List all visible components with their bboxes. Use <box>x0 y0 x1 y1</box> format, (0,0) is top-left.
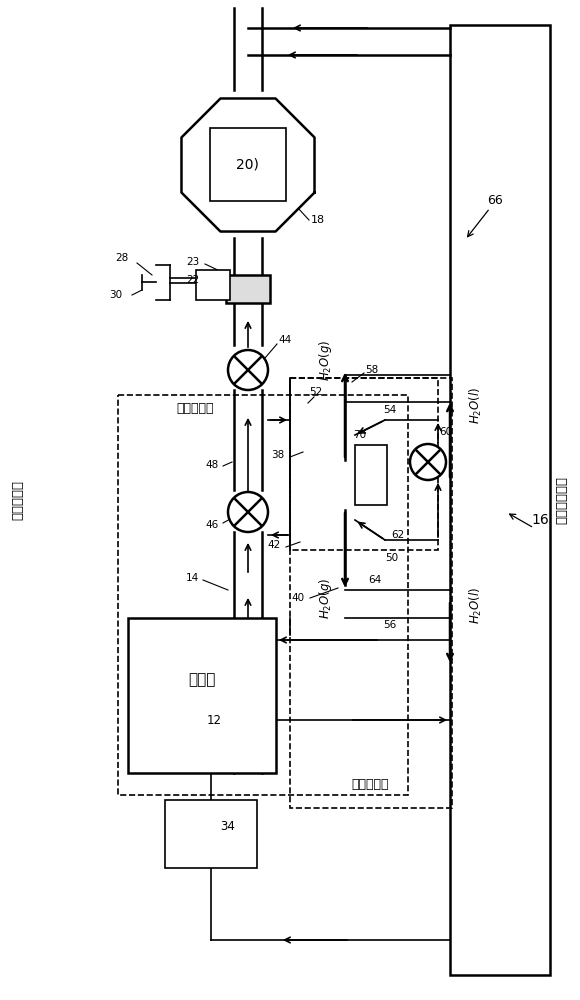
Text: $H_2O(l)$: $H_2O(l)$ <box>468 586 484 624</box>
Bar <box>118 395 408 795</box>
Text: 42: 42 <box>267 540 281 550</box>
Text: 62: 62 <box>392 530 405 540</box>
Text: $H_2O(g)$: $H_2O(g)$ <box>317 577 335 619</box>
Circle shape <box>228 350 268 390</box>
Text: 48: 48 <box>205 460 219 470</box>
Bar <box>226 275 270 303</box>
Bar <box>290 378 438 550</box>
Text: 18: 18 <box>311 215 325 225</box>
Text: 16: 16 <box>531 513 549 527</box>
Polygon shape <box>182 98 314 232</box>
Text: 38: 38 <box>271 450 285 460</box>
Text: 20): 20) <box>235 158 259 172</box>
Text: 发动机: 发动机 <box>188 672 216 688</box>
Bar <box>165 800 257 868</box>
Text: 34: 34 <box>220 820 235 834</box>
Bar <box>450 25 550 975</box>
Text: 46: 46 <box>205 520 219 530</box>
Bar <box>128 618 276 773</box>
Text: 66: 66 <box>487 194 503 207</box>
Text: 30: 30 <box>110 290 122 300</box>
Bar <box>290 378 452 808</box>
Text: $H_2O(g)$: $H_2O(g)$ <box>317 339 335 381</box>
Text: 排气阀控制: 排气阀控制 <box>12 480 24 520</box>
Text: 12: 12 <box>206 714 222 726</box>
Text: 进气阀控制: 进气阀控制 <box>176 401 214 414</box>
Text: 44: 44 <box>278 335 292 345</box>
Text: 54: 54 <box>383 405 397 415</box>
Text: 52: 52 <box>309 387 322 397</box>
Text: 23: 23 <box>186 257 200 267</box>
Text: 64: 64 <box>368 575 382 585</box>
Text: 加热器控制: 加热器控制 <box>351 778 389 792</box>
Text: 22: 22 <box>186 275 200 285</box>
Text: 再循环阀控制: 再循环阀控制 <box>556 476 568 524</box>
Circle shape <box>410 444 446 480</box>
Text: 40: 40 <box>291 593 305 603</box>
Text: 28: 28 <box>115 253 129 263</box>
Text: 70: 70 <box>353 430 367 440</box>
Text: 60: 60 <box>440 427 452 437</box>
Bar <box>355 445 387 505</box>
Circle shape <box>228 492 268 532</box>
Text: 58: 58 <box>365 365 379 375</box>
Text: 14: 14 <box>186 573 198 583</box>
Bar <box>210 128 286 201</box>
Text: 50: 50 <box>386 553 398 563</box>
Text: $H_2O(l)$: $H_2O(l)$ <box>468 386 484 424</box>
Bar <box>196 270 230 300</box>
Text: 56: 56 <box>383 620 397 630</box>
